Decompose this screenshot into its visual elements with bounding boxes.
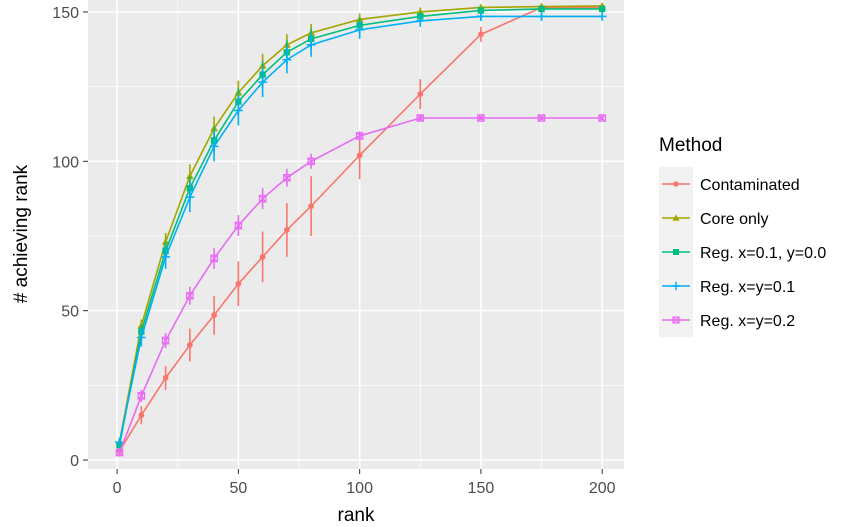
data-point <box>673 249 679 255</box>
data-point <box>210 254 218 263</box>
data-point <box>477 7 485 14</box>
series-line <box>118 117 603 453</box>
y-tick-label: 150 <box>52 5 79 22</box>
data-point <box>476 11 486 21</box>
data-point <box>671 281 681 291</box>
data-point <box>259 254 266 260</box>
x-tick-label: 50 <box>229 480 247 497</box>
data-point <box>673 181 679 187</box>
data-point <box>355 25 365 35</box>
data-point <box>138 412 145 419</box>
x-axis-label: rank <box>338 505 375 526</box>
data-point <box>308 203 315 210</box>
data-point <box>307 157 315 166</box>
data-point <box>356 152 363 159</box>
data-point <box>209 141 219 151</box>
data-point <box>537 11 547 21</box>
series-layer <box>115 2 607 457</box>
series <box>115 11 607 447</box>
legend-title: Method <box>659 135 722 156</box>
data-point <box>186 342 193 348</box>
series-line <box>118 15 603 443</box>
minor-gridlines <box>88 0 624 469</box>
data-point <box>115 448 124 457</box>
data-point <box>211 312 217 319</box>
data-point <box>233 106 243 116</box>
data-point <box>162 375 169 381</box>
data-point <box>258 194 267 203</box>
y-tick-label: 100 <box>52 154 79 171</box>
data-point <box>597 11 607 21</box>
data-point <box>234 221 243 230</box>
data-point <box>186 291 194 300</box>
legend-label: Contaminated <box>700 177 800 194</box>
data-point <box>136 333 146 343</box>
axes: 0 50 100 150 200 0 50 100 150 <box>52 5 615 497</box>
data-point <box>258 77 268 87</box>
data-point <box>186 172 194 180</box>
series-line <box>118 8 603 446</box>
data-point <box>185 192 195 202</box>
legend: Method Contaminated Core only Reg. x=0.1, … <box>659 135 826 337</box>
data-point <box>161 252 171 262</box>
data-point <box>137 392 146 400</box>
plot-panel <box>88 0 624 469</box>
data-point <box>115 437 125 447</box>
x-tick-label: 100 <box>346 480 373 497</box>
legend-item: Reg. x=0.1, y=0.0 <box>659 235 826 269</box>
data-point <box>537 114 546 122</box>
data-point <box>672 214 680 221</box>
data-point <box>477 114 485 122</box>
legend-item: Reg. x=y=0.2 <box>659 303 795 337</box>
series-line <box>118 6 603 452</box>
data-point <box>283 173 291 182</box>
data-point <box>598 114 606 122</box>
y-tick-label: 50 <box>61 304 79 321</box>
legend-item: Core only <box>659 201 768 235</box>
legend-item: Reg. x=y=0.1 <box>659 269 795 303</box>
data-point <box>283 227 290 233</box>
major-gridlines <box>88 0 624 469</box>
data-point <box>235 280 242 287</box>
data-point <box>417 91 424 97</box>
legend-label: Reg. x=0.1, y=0.0 <box>700 245 826 262</box>
legend-label: Reg. x=y=0.1 <box>700 279 795 296</box>
data-point <box>415 16 425 26</box>
legend-label: Core only <box>700 211 768 228</box>
data-point <box>478 31 484 38</box>
legend-item: Contaminated <box>659 167 800 201</box>
data-point <box>416 114 425 122</box>
x-tick-label: 150 <box>468 480 495 497</box>
data-point <box>598 5 606 13</box>
series-line <box>118 5 603 443</box>
data-point <box>672 316 680 324</box>
data-point <box>306 40 316 50</box>
data-point <box>538 5 545 13</box>
data-point <box>416 8 425 15</box>
x-tick-label: 200 <box>589 480 616 497</box>
data-point <box>161 336 170 345</box>
data-point <box>282 55 292 65</box>
x-tick-label: 0 <box>113 480 122 497</box>
legend-label: Reg. x=y=0.2 <box>700 313 795 330</box>
y-axis-label: # achieving rank <box>11 164 32 303</box>
data-point <box>161 238 170 245</box>
y-tick-label: 0 <box>70 453 79 470</box>
series <box>115 114 606 457</box>
data-point <box>355 132 364 140</box>
